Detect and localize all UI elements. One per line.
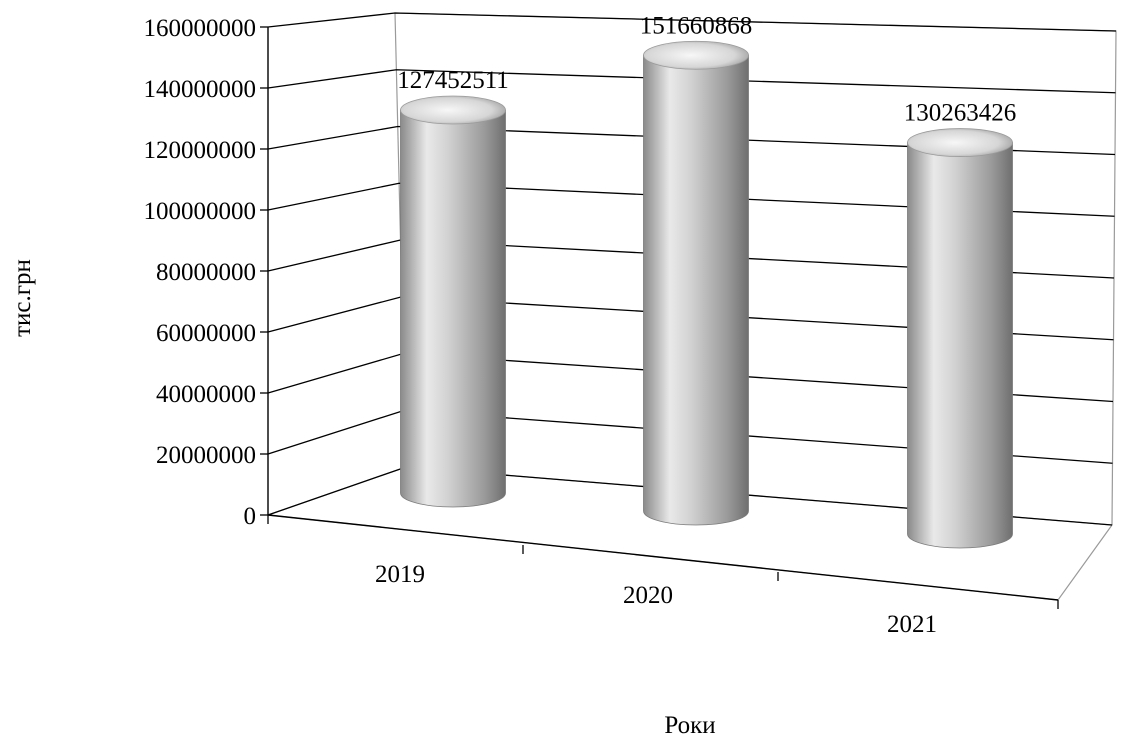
bar-2019 [400, 95, 506, 508]
bars [400, 40, 1013, 549]
y-axis-ticks: 0 20000000 40000000 60000000 80000000 1000000… [144, 15, 268, 530]
bar-cap [643, 40, 749, 70]
bar-cap [907, 128, 1013, 157]
y-tick-label: 160000000 [144, 15, 257, 42]
data-label: 130263426 [904, 100, 1017, 127]
data-label: 151660868 [640, 12, 753, 39]
x-axis-title: Роки [664, 712, 715, 739]
x-axis-line [267, 514, 1059, 601]
x-tick-label: 2020 [623, 582, 673, 609]
x-tick-label: 2019 [375, 561, 425, 588]
bar-cap [400, 95, 506, 125]
gridline [267, 69, 1116, 94]
y-tick-label: 0 [244, 503, 257, 530]
y-tick-label: 80000000 [156, 259, 256, 286]
gridline [267, 182, 1115, 217]
y-tick-label: 140000000 [144, 76, 257, 103]
bar-body [643, 54, 749, 526]
bar-2021 [907, 128, 1013, 549]
data-label: 127452511 [397, 67, 509, 94]
bar-body [400, 109, 506, 508]
data-labels: 127452511 151660868 130263426 [397, 12, 1016, 126]
y-tick-label: 120000000 [144, 137, 257, 164]
bar-body [907, 142, 1013, 549]
gridline [267, 125, 1116, 156]
y-axis-title: тис.грн [9, 259, 36, 337]
x-axis-ticks: 2019 2020 2021 [267, 515, 1059, 638]
y-tick-label: 100000000 [144, 198, 257, 225]
x-tick-label: 2021 [887, 611, 937, 638]
gridline [267, 12, 1117, 32]
bar-2020 [643, 40, 749, 526]
y-tick-label: 40000000 [156, 381, 256, 408]
y-tick-label: 20000000 [156, 442, 256, 469]
y-tick-label: 60000000 [156, 320, 256, 347]
